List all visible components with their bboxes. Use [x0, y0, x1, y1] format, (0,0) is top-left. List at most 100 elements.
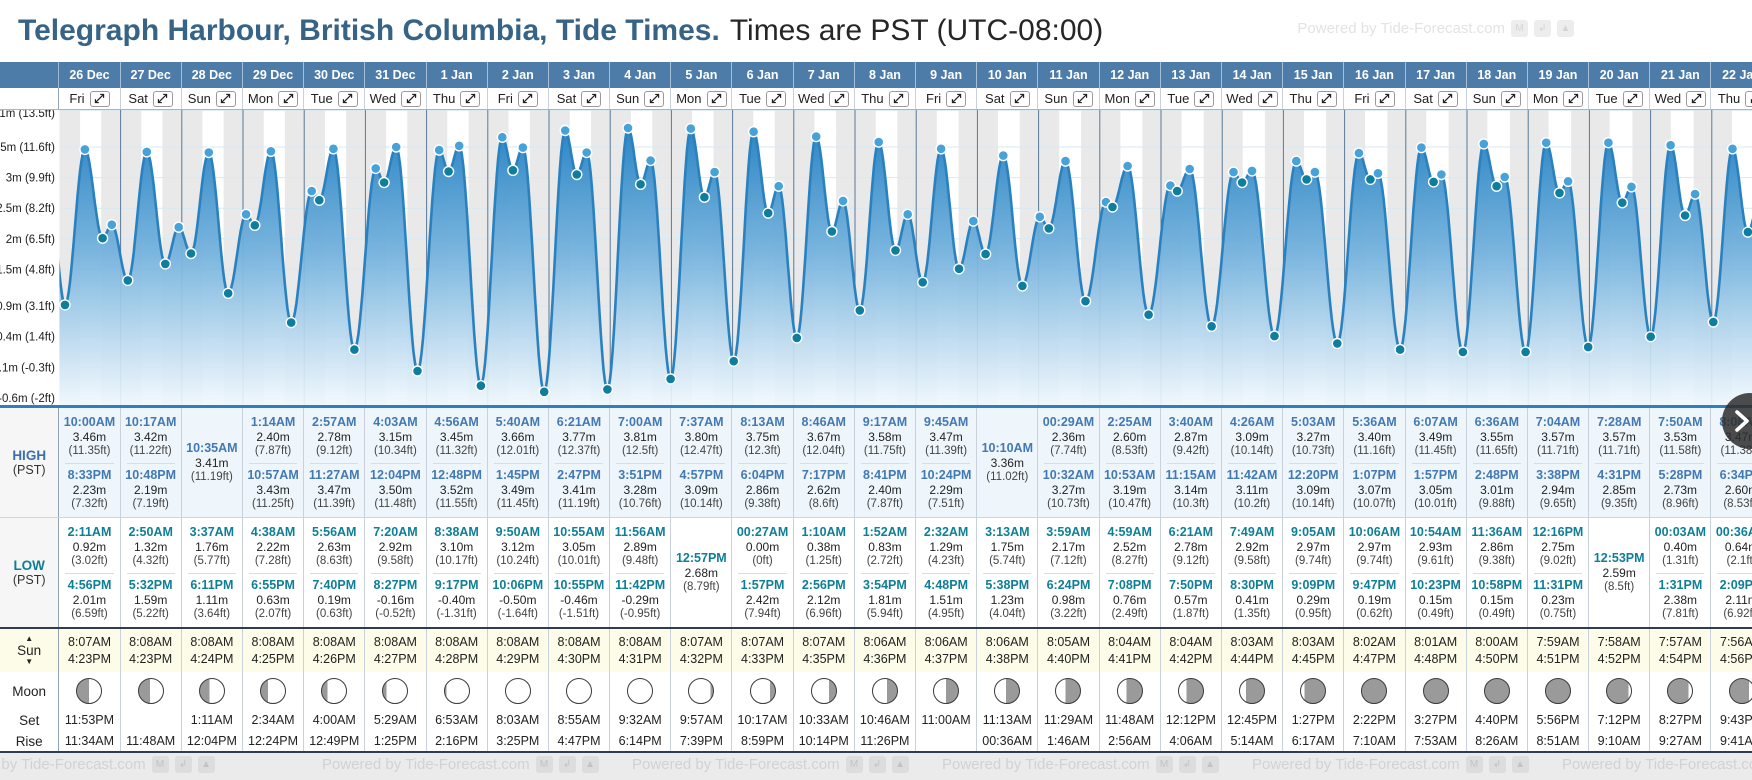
tide-height-m: 3.07m: [1357, 483, 1392, 497]
expand-day-button[interactable]: [1009, 90, 1030, 107]
tide-height-m: 2.60m: [1112, 430, 1147, 444]
weekday-cell: Mon: [671, 88, 733, 109]
expand-day-button[interactable]: [581, 90, 602, 107]
tide-height-ft: (7.28ft): [254, 555, 292, 567]
expand-day-button[interactable]: [1622, 90, 1643, 107]
moon-label: Moon: [12, 683, 47, 699]
tide-height-m: 3.47m: [929, 430, 963, 444]
watermark-icon: M: [1511, 20, 1528, 37]
expand-day-button[interactable]: [278, 90, 299, 107]
weekday-cell: Tue: [1161, 88, 1222, 109]
sunrise-time: 8:00AM: [1475, 634, 1519, 649]
expand-day-button[interactable]: [460, 90, 481, 107]
tide-entry: 1:57PM 2.42m (7.94ft): [732, 576, 792, 624]
date-cell: 7 Jan: [794, 62, 855, 88]
tide-time: 7:17PM: [801, 468, 846, 482]
tide-height-ft: (1.35ft): [1233, 608, 1271, 620]
tide-height-ft: (11.19ft): [190, 470, 233, 483]
tide-entry: 7:20AM 2.92m (9.58ft): [365, 523, 425, 571]
low-tide-marker: [1394, 343, 1406, 356]
tide-height-ft: (10.73ft): [1047, 498, 1090, 510]
watermark-icon: ↲: [174, 756, 192, 773]
low-tide-marker: [728, 355, 740, 367]
expand-day-button[interactable]: [1745, 90, 1752, 107]
expand-day-button[interactable]: [1563, 90, 1584, 107]
tide-entry-separator: [1533, 463, 1583, 464]
tide-time: 10:57AM: [247, 468, 299, 482]
tide-height-ft: (2.1ft): [1726, 555, 1752, 567]
expand-day-button[interactable]: [1686, 90, 1707, 107]
tide-entry-separator: [738, 463, 787, 464]
expand-day-button[interactable]: [337, 90, 358, 107]
expand-day-button[interactable]: [706, 90, 727, 107]
tide-entry-separator: [310, 573, 359, 574]
y-axis-label: 4.1m (13.5ft): [0, 110, 55, 120]
sunrise-time: 8:08AM: [312, 634, 356, 649]
weekday-spacer: [0, 88, 60, 109]
moonset-time: 12:12PM: [1161, 710, 1222, 731]
tide-time: 7:50PM: [1168, 578, 1213, 592]
sun-sort-down-icon[interactable]: ▼: [25, 657, 34, 666]
tide-height-ft: (5.22ft): [132, 608, 169, 620]
date-cell: 15 Jan: [1283, 62, 1345, 88]
expand-day-button[interactable]: [1316, 90, 1337, 107]
tide-time: 11:42AM: [1226, 468, 1278, 482]
tide-entry: 1:14AM 2.40m (7.87ft): [243, 413, 303, 461]
weekday-label: Sat: [985, 91, 1005, 106]
expand-day-button[interactable]: [1374, 90, 1395, 107]
moon-phase-icon: [810, 678, 837, 704]
tide-height-ft: (12.01ft): [496, 445, 540, 457]
low-tide-marker: [59, 299, 71, 311]
tide-entry: 3:54PM 1.81m (5.94ft): [855, 576, 915, 624]
moonrise-time: 11:26PM: [855, 731, 917, 751]
tide-time: 10:06AM: [1348, 525, 1401, 539]
tide-entry: 10:06AM 2.97m (9.74ft): [1344, 523, 1404, 571]
expand-day-button[interactable]: [1437, 90, 1458, 107]
expand-day-button[interactable]: [1500, 90, 1521, 107]
tide-entry: 1:52AM 0.83m (2.72ft): [855, 523, 915, 571]
page-title: Telegraph Harbour, British Columbia, Tid…: [0, 0, 1752, 62]
sun-sort-up-icon[interactable]: ▲: [25, 634, 34, 643]
moonset-time: 6:53AM: [427, 710, 488, 731]
expand-day-button[interactable]: [766, 90, 786, 107]
tide-height-m: 3.45m: [439, 430, 474, 444]
expand-day-button[interactable]: [401, 90, 422, 107]
moon-phase-icon: [1055, 678, 1082, 704]
tide-height-m: 2.29m: [929, 483, 963, 497]
low-tide-cell: 10:54AM 2.93m (9.61ft) 10:23PM 0.15m (0.49ft): [1405, 518, 1467, 627]
expand-day-button[interactable]: [946, 90, 967, 107]
tide-entry: 10:00AM 3.46m (11.35ft): [59, 413, 119, 461]
sun-cell: 8:08AM 4:27PM: [365, 629, 427, 672]
tide-height-m: -0.50m: [499, 593, 537, 607]
moonset-time: 4:00AM: [304, 710, 366, 731]
sunrise-time: 8:05AM: [1046, 634, 1091, 649]
tide-time: 9:09PM: [1291, 578, 1336, 592]
tide-time: 4:03AM: [373, 415, 418, 429]
tide-entry: 12:16PM 2.75m (9.02ft): [1528, 523, 1588, 571]
expand-day-button[interactable]: [1194, 90, 1215, 107]
tide-height-m: 2.40m: [256, 430, 290, 444]
expand-day-button[interactable]: [89, 90, 110, 107]
expand-day-button[interactable]: [152, 90, 173, 107]
expand-day-button[interactable]: [829, 90, 850, 107]
low-tide-cell: 00:03AM 0.40m (1.31ft) 1:31PM 2.38m (7.81ft): [1650, 518, 1712, 627]
high-tide-marker: [1309, 166, 1321, 178]
moon-phase-icon: [443, 678, 470, 704]
expand-day-button[interactable]: [517, 90, 538, 107]
tide-entry-separator: [1656, 463, 1705, 464]
expand-day-button[interactable]: [1257, 90, 1278, 107]
low-tide-cell: 9:50AM 3.12m (10.24ft) 10:06PM -0.50m (-1.64f…: [487, 518, 549, 627]
expand-day-button[interactable]: [1134, 90, 1155, 107]
tide-height-ft: (4.95ft): [927, 608, 965, 620]
high-tide-marker: [935, 143, 947, 155]
expand-day-button[interactable]: [215, 90, 236, 107]
low-tide-cell: 10:06AM 2.97m (9.74ft) 9:47PM 0.19m (0.62ft): [1344, 518, 1406, 627]
sunset-time: 4:38PM: [985, 651, 1029, 666]
expand-day-button[interactable]: [644, 90, 665, 107]
tide-entry: 6:21AM 3.77m (12.37ft): [549, 413, 609, 461]
expand-day-button[interactable]: [1072, 90, 1093, 107]
tide-entry: 1:31PM 2.38m (7.81ft): [1650, 576, 1710, 624]
expand-day-button[interactable]: [888, 90, 909, 107]
tide-height-ft: (8.53ft): [1111, 445, 1148, 457]
tide-time: 7:40PM: [312, 578, 357, 592]
